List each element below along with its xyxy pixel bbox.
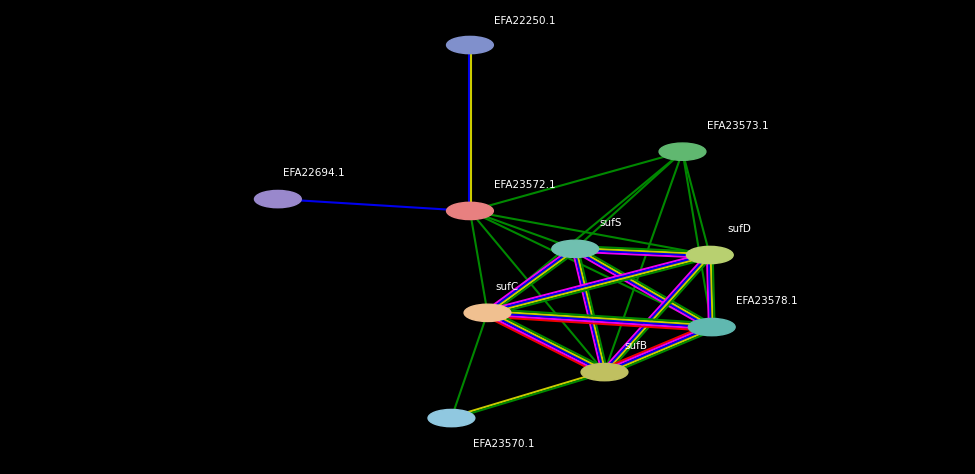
Text: EFA22694.1: EFA22694.1 [283, 168, 344, 178]
Ellipse shape [581, 364, 628, 381]
Text: EFA23572.1: EFA23572.1 [494, 180, 556, 190]
Ellipse shape [447, 36, 493, 54]
Ellipse shape [254, 191, 301, 208]
Ellipse shape [428, 410, 475, 427]
Text: sufC: sufC [495, 282, 519, 292]
Text: EFA23578.1: EFA23578.1 [736, 296, 798, 306]
Ellipse shape [552, 240, 599, 257]
Ellipse shape [659, 143, 706, 160]
Text: EFA22250.1: EFA22250.1 [494, 16, 556, 27]
Text: EFA23573.1: EFA23573.1 [707, 120, 768, 131]
Ellipse shape [688, 319, 735, 336]
Text: sufD: sufD [727, 224, 751, 234]
Text: sufS: sufS [600, 218, 622, 228]
Ellipse shape [447, 202, 493, 219]
Ellipse shape [464, 304, 511, 321]
Ellipse shape [686, 246, 733, 264]
Text: sufB: sufB [624, 341, 647, 351]
Text: EFA23570.1: EFA23570.1 [473, 439, 534, 449]
